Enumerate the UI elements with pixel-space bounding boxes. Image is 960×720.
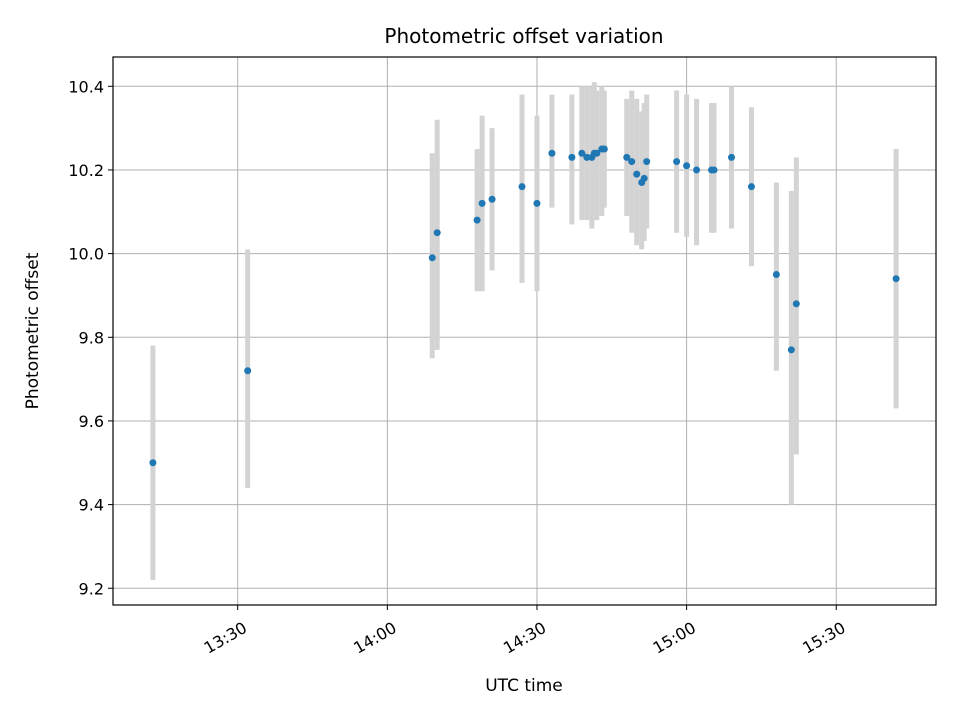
data-point — [673, 158, 681, 166]
x-tick-label: 15:30 — [799, 618, 848, 658]
data-point — [548, 149, 556, 157]
data-point — [643, 158, 651, 166]
data-points — [149, 145, 900, 467]
y-tick-label: 10.4 — [68, 77, 104, 96]
data-point — [533, 199, 541, 207]
x-tick-label: 14:30 — [500, 618, 549, 658]
data-point — [628, 158, 636, 166]
data-point — [683, 162, 691, 170]
y-tick-label: 9.2 — [79, 579, 104, 598]
data-point — [600, 145, 608, 153]
y-axis-label: Photometric offset — [23, 252, 43, 409]
data-point — [772, 271, 780, 279]
data-point — [578, 149, 586, 157]
data-point — [892, 275, 900, 283]
data-point — [478, 199, 486, 207]
y-tick-label: 9.4 — [79, 496, 104, 515]
data-point — [149, 459, 157, 467]
y-tick-label: 10.0 — [68, 245, 104, 264]
data-point — [593, 149, 601, 157]
data-point — [792, 300, 800, 308]
data-point — [787, 346, 795, 354]
data-point — [640, 174, 648, 182]
data-point — [488, 195, 496, 203]
data-point — [623, 153, 631, 161]
x-tick-label: 14:00 — [350, 618, 399, 658]
data-point — [568, 153, 576, 161]
x-tick-label: 13:30 — [201, 618, 250, 658]
x-tick-label: 15:00 — [650, 618, 699, 658]
data-point — [473, 216, 481, 224]
data-point — [583, 153, 591, 161]
x-axis-ticks: 13:30 14:00 14:30 15:00 15:30 — [201, 605, 849, 658]
y-axis-ticks: 9.2 9.4 9.6 9.8 10.0 10.2 10.4 — [68, 77, 113, 598]
data-point — [518, 183, 526, 191]
chart-title: Photometric offset variation — [384, 24, 663, 48]
data-point — [633, 170, 641, 178]
y-tick-label: 9.8 — [79, 328, 104, 347]
data-point — [693, 166, 701, 174]
data-point — [727, 153, 735, 161]
y-tick-label: 10.2 — [68, 161, 104, 180]
data-point — [710, 166, 718, 174]
data-point — [428, 254, 436, 262]
error-bars — [150, 82, 899, 580]
x-axis-label: UTC time — [485, 676, 563, 696]
plot-frame — [112, 56, 937, 606]
y-tick-label: 9.6 — [79, 412, 104, 431]
data-point — [433, 229, 441, 237]
data-point — [747, 183, 755, 191]
data-point — [244, 367, 252, 375]
